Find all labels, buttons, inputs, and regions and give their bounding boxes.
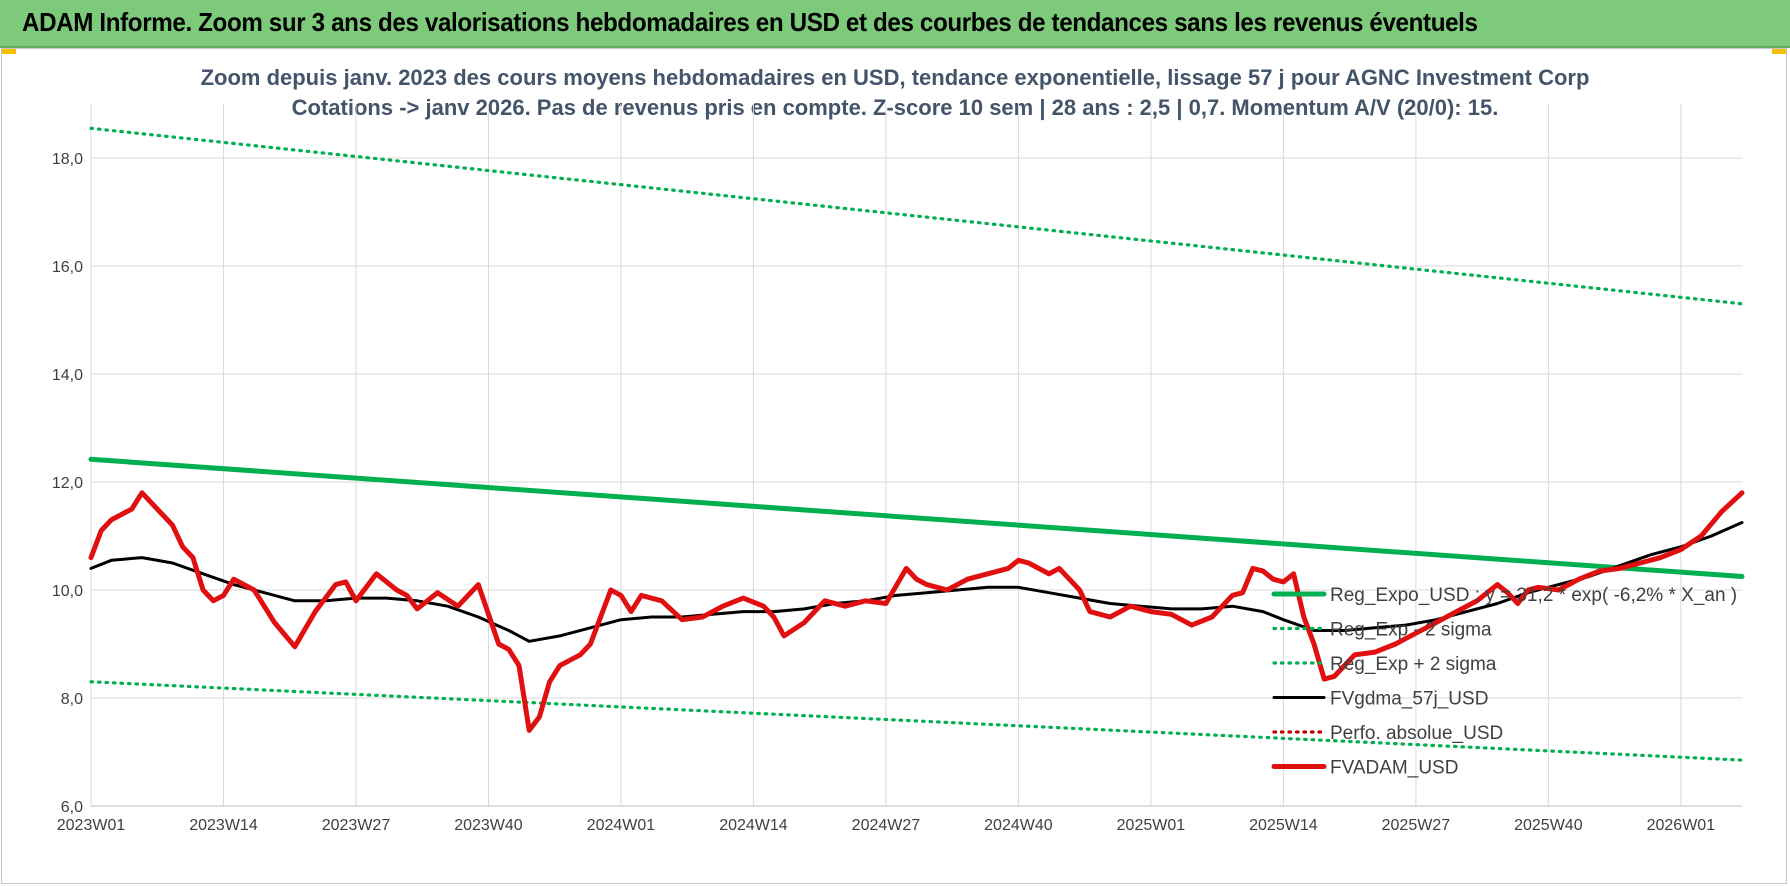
report-banner: ADAM Informe. Zoom sur 3 ans des valoris… [0, 0, 1790, 48]
x-tick-label: 2024W40 [984, 817, 1053, 834]
chart-svg: Zoom depuis janv. 2023 des cours moyens … [52, 65, 1745, 834]
grid-layer [90, 104, 1742, 807]
x-tick-label: 2025W01 [1117, 817, 1186, 834]
series-line [89, 680, 1744, 762]
series-layer [88, 126, 1745, 762]
x-tick-label: 2023W01 [57, 817, 126, 834]
y-tick-label: 16,0 [52, 259, 83, 276]
axis-layer: 6,0 8,0 10,0 12,0 14,0 16,0 18,0 2023W01 2023W14… [52, 151, 1742, 834]
y-tick-label: 8,0 [61, 691, 83, 708]
x-tick-label: 2024W14 [719, 817, 788, 834]
chart-title-line-1: Zoom depuis janv. 2023 des cours moyens … [201, 65, 1590, 90]
legend-label: Reg_Exp + 2 sigma [1330, 654, 1497, 675]
legend-label: Perfo. absolue_USD [1330, 723, 1503, 744]
series-line [88, 456, 1745, 579]
x-tick-label: 2024W01 [587, 817, 656, 834]
x-tick-label: 2025W27 [1382, 817, 1451, 834]
y-tick-label: 10,0 [52, 583, 83, 600]
chart-title-line-2: Cotations -> janv 2026. Pas de revenus p… [292, 95, 1499, 120]
report-banner-title: ADAM Informe. Zoom sur 3 ans des valoris… [22, 7, 1478, 37]
x-tick-label: 2024W27 [852, 817, 921, 834]
x-tick-label: 2023W27 [322, 817, 391, 834]
y-tick-label: 12,0 [52, 475, 83, 492]
frame-corner-marker [1772, 49, 1786, 54]
legend-label: FVADAM_USD [1330, 758, 1458, 779]
chart-frame: Zoom depuis janv. 2023 des cours moyens … [1, 48, 1787, 884]
legend-label: Reg_Exp - 2 sigma [1330, 620, 1492, 641]
series-line [88, 490, 1745, 733]
x-tick-label: 2023W14 [189, 817, 258, 834]
legend-label: FVgdma_57j_USD [1330, 689, 1488, 710]
y-tick-label: 14,0 [52, 367, 83, 384]
x-tick-label: 2023W40 [454, 817, 523, 834]
chart-legend: Reg_Expo_USD : y = 31,2 * exp( -6,2% * X… [1271, 585, 1737, 779]
x-tick-label: 2026W01 [1647, 817, 1716, 834]
x-tick-label: 2025W40 [1514, 817, 1583, 834]
legend-label: Reg_Expo_USD : y = 31,2 * exp( -6,2% * X… [1330, 585, 1737, 606]
frame-corner-marker [2, 49, 16, 54]
series-line [89, 126, 1744, 306]
y-tick-label: 18,0 [52, 151, 83, 168]
y-tick-label: 6,0 [61, 799, 83, 816]
x-tick-label: 2025W14 [1249, 817, 1318, 834]
